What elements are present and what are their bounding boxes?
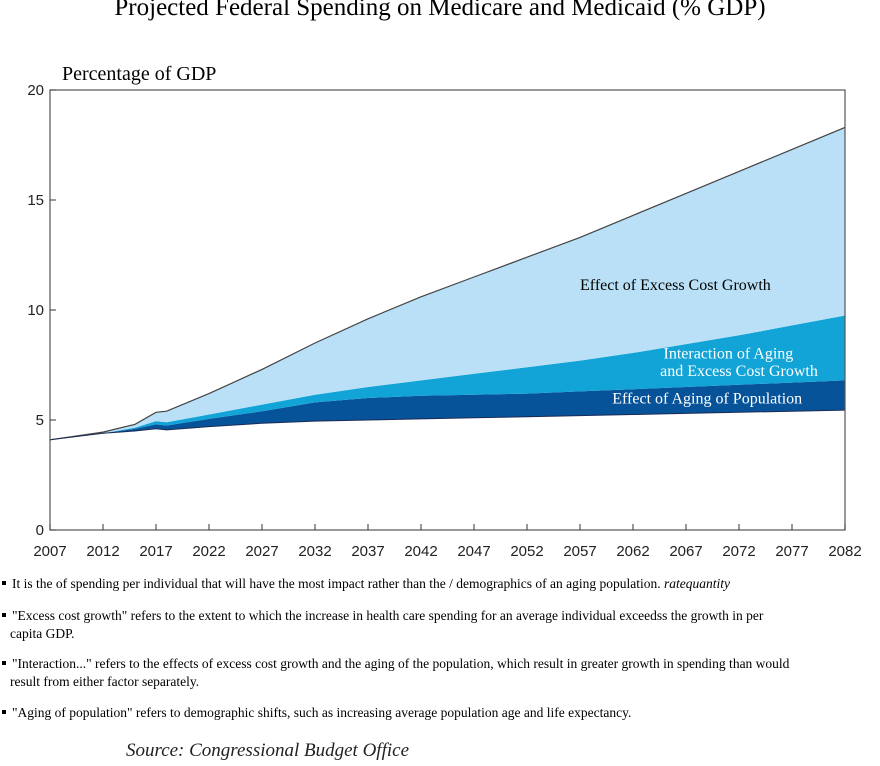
note-rate: It is the of spending per individual tha… xyxy=(0,575,880,593)
note-italic: ratequantity xyxy=(663,576,730,591)
x-tick-label: 2057 xyxy=(563,543,596,560)
annotation-label: and Excess Cost Growth xyxy=(660,363,818,380)
x-tick-label: 2042 xyxy=(404,543,437,560)
x-tick-label: 2012 xyxy=(86,543,119,560)
x-tick-label: 2007 xyxy=(33,543,66,560)
bullet-icon xyxy=(2,661,6,665)
note-aging: "Aging of population" refers to demograp… xyxy=(0,704,880,722)
base-line xyxy=(49,409,846,441)
x-tick-label: 2077 xyxy=(775,543,808,560)
x-tick-label: 2032 xyxy=(298,543,331,560)
x-tick-label: 2037 xyxy=(351,543,384,560)
area-interaction-of-aging-and-excess-cost-growth xyxy=(50,315,845,440)
annotation-label: Effect of Aging of Population xyxy=(612,391,802,408)
source-credit: Source: Congressional Budget Office xyxy=(126,740,410,761)
x-tick-label: 2072 xyxy=(722,543,755,560)
annotation-label: Interaction of Aging xyxy=(664,345,794,362)
note-text: "Aging of population" refers to demograp… xyxy=(12,705,632,720)
note-text-continued: result from either factor separately. xyxy=(10,674,200,689)
note-interaction: "Interaction..." refers to the effects o… xyxy=(0,655,880,691)
y-tick-label: 10 xyxy=(27,302,44,319)
x-tick-label: 2067 xyxy=(669,543,702,560)
note-text: "Interaction..." refers to the effects o… xyxy=(12,656,790,671)
x-tick-label: 2022 xyxy=(192,543,225,560)
y-tick-label: 5 xyxy=(36,412,44,429)
area-effect-of-excess-cost-growth xyxy=(50,127,845,440)
note-excess-cost: "Excess cost growth" refers to the exten… xyxy=(0,607,880,643)
x-tick-label: 2047 xyxy=(457,543,490,560)
annotation-label: Effect of Excess Cost Growth xyxy=(580,277,771,294)
total-line xyxy=(49,126,846,441)
note-text-continued: capita GDP. xyxy=(10,626,75,641)
x-tick-label: 2062 xyxy=(616,543,649,560)
bullet-icon xyxy=(2,581,6,585)
y-axis-label: Percentage of GDP xyxy=(62,63,216,85)
bullet-icon xyxy=(2,613,6,617)
x-tick-label: 2052 xyxy=(510,543,543,560)
y-tick-label: 15 xyxy=(27,192,44,209)
y-tick-label: 20 xyxy=(27,82,44,99)
chart: 0 5 10 15 20 2007 2012 2017 2022 2027 2032 2037 2042… xyxy=(27,63,861,560)
x-tick-label: 2027 xyxy=(245,543,278,560)
x-tick-label: 2017 xyxy=(139,543,172,560)
bullet-icon xyxy=(2,710,6,714)
y-tick-label: 0 xyxy=(36,522,44,539)
page-title: Projected Federal Spending on Medicare a… xyxy=(114,0,766,21)
note-text: It is the of spending per individual tha… xyxy=(12,576,661,591)
x-tick-label: 2082 xyxy=(828,543,861,560)
area-effect-of-aging-of-population xyxy=(50,380,845,440)
note-text: "Excess cost growth" refers to the exten… xyxy=(12,608,764,623)
